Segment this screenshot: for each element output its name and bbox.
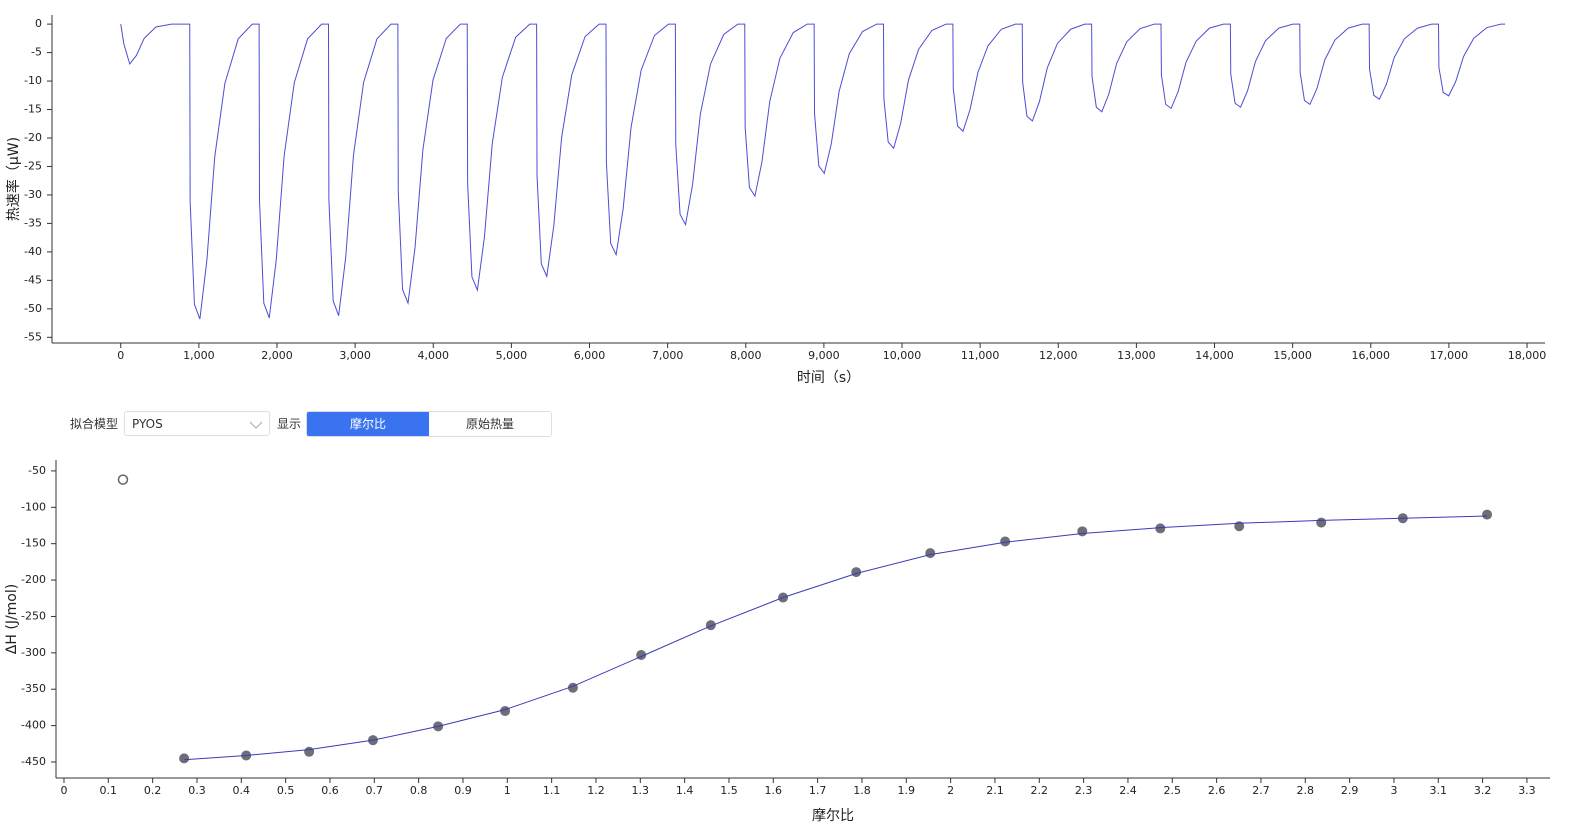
x-tick-label: 17,000: [1430, 349, 1469, 362]
display-label: 显示: [277, 417, 302, 431]
y-tick-label: -15: [24, 103, 42, 116]
x-tick-label: 0.6: [321, 784, 339, 797]
chevron: [249, 421, 263, 429]
x-tick-label: 16,000: [1352, 349, 1391, 362]
x-tick-label: 1.7: [809, 784, 827, 797]
x-tick-label: 0: [60, 784, 67, 797]
x-tick-label: 7,000: [652, 349, 684, 362]
x-tick-label: 0.3: [188, 784, 206, 797]
x-tick-label: 2.7: [1252, 784, 1270, 797]
x-tick-label: 2.6: [1208, 784, 1226, 797]
x-tick-label: 3: [1390, 784, 1397, 797]
toggle-option[interactable]: 摩尔比: [307, 412, 429, 436]
y-tick-label: -350: [21, 682, 46, 695]
x-tick-label: 2: [947, 784, 954, 797]
data-point: [1234, 521, 1245, 532]
y-tick-label: -25: [24, 159, 42, 172]
y-tick-label: -300: [21, 646, 46, 659]
x-tick-label: 3.3: [1518, 784, 1536, 797]
x-tick-label: 2.1: [986, 784, 1004, 797]
y-tick-label: -10: [24, 74, 42, 87]
x-tick-label: 1.3: [632, 784, 650, 797]
x-tick-label: 6,000: [574, 349, 606, 362]
y-axis-label: 热速率（μW): [5, 137, 22, 221]
fit-model-select[interactable]: PYOS: [124, 411, 270, 436]
display-toggle: 摩尔比 原始热量: [306, 411, 552, 437]
y-axis-label: ΔH (J/mol): [4, 584, 20, 654]
x-tick-label: 4,000: [418, 349, 450, 362]
x-tick-label: 0.2: [144, 784, 162, 797]
data-point: [925, 548, 936, 559]
y-tick-label: -5: [31, 46, 42, 59]
x-tick-label: 13,000: [1117, 349, 1156, 362]
x-tick-label: 3,000: [339, 349, 371, 362]
y-tick-label: -50: [24, 302, 42, 315]
x-tick-label: 3.2: [1474, 784, 1492, 797]
y-tick-label: -20: [24, 131, 42, 144]
x-tick-label: 14,000: [1195, 349, 1234, 362]
x-tick-label: 10,000: [883, 349, 922, 362]
x-tick-label: 2.4: [1119, 784, 1137, 797]
data-line: [120, 23, 1506, 320]
y-tick-label: -150: [21, 537, 46, 550]
y-tick-label: -200: [21, 573, 46, 586]
x-tick-label: 5,000: [496, 349, 528, 362]
fit-model-label: 拟合模型: [70, 417, 119, 431]
y-tick-label: -40: [24, 245, 42, 258]
data-point: [851, 567, 862, 578]
x-tick-label: 9,000: [808, 349, 840, 362]
y-tick-label: -250: [21, 609, 46, 622]
x-tick-label: 0.4: [233, 784, 251, 797]
x-axis-label: 摩尔比: [812, 807, 854, 824]
fit-model-value: PYOS: [132, 417, 163, 431]
x-tick-label: 2.8: [1297, 784, 1315, 797]
x-tick-label: 1: [504, 784, 511, 797]
x-tick-label: 1,000: [183, 349, 215, 362]
y-tick-label: -50: [28, 464, 46, 477]
data-line: [184, 515, 1488, 761]
data-point: [117, 474, 129, 485]
data-point: [1077, 526, 1088, 537]
x-tick-label: 2.5: [1164, 784, 1182, 797]
x-tick-label: 2.3: [1075, 784, 1093, 797]
y-tick-label: -45: [24, 273, 42, 286]
data-point: [1482, 509, 1493, 520]
x-tick-label: 15,000: [1273, 349, 1312, 362]
y-tick-label: -30: [24, 188, 42, 201]
x-tick-label: 1.6: [765, 784, 783, 797]
x-tick-label: 3.1: [1430, 784, 1448, 797]
x-tick-label: 2.9: [1341, 784, 1359, 797]
x-tick-label: 1.4: [676, 784, 694, 797]
y-tick-label: 0: [35, 17, 42, 30]
data-point: [1316, 517, 1327, 528]
x-tick-label: 0.8: [410, 784, 428, 797]
x-tick-label: 0.1: [100, 784, 118, 797]
x-tick-label: 8,000: [730, 349, 762, 362]
x-tick-label: 1.1: [543, 784, 561, 797]
x-tick-label: 12,000: [1039, 349, 1078, 362]
y-tick-label: -400: [21, 719, 46, 732]
y-tick-label: -450: [21, 755, 46, 768]
x-tick-label: 0.5: [277, 784, 295, 797]
x-axis-label: 时间（s）: [797, 370, 860, 386]
y-tick-label: -35: [24, 216, 42, 229]
x-tick-label: 0.7: [366, 784, 384, 797]
y-tick-label: -100: [21, 500, 46, 513]
data-point: [500, 706, 511, 717]
data-point: [179, 753, 190, 764]
x-tick-label: 0: [117, 349, 124, 362]
x-tick-label: 1.5: [720, 784, 738, 797]
x-tick-label: 1.2: [587, 784, 605, 797]
x-tick-label: 1.9: [898, 784, 916, 797]
toggle-option[interactable]: 原始热量: [429, 412, 551, 436]
x-tick-label: 2.2: [1031, 784, 1049, 797]
x-tick-label: 11,000: [961, 349, 1000, 362]
x-tick-label: 2,000: [261, 349, 293, 362]
x-tick-label: 1.8: [853, 784, 871, 797]
y-tick-label: -55: [24, 330, 42, 343]
x-tick-label: 0.9: [454, 784, 472, 797]
x-tick-label: 18,000: [1508, 349, 1547, 362]
